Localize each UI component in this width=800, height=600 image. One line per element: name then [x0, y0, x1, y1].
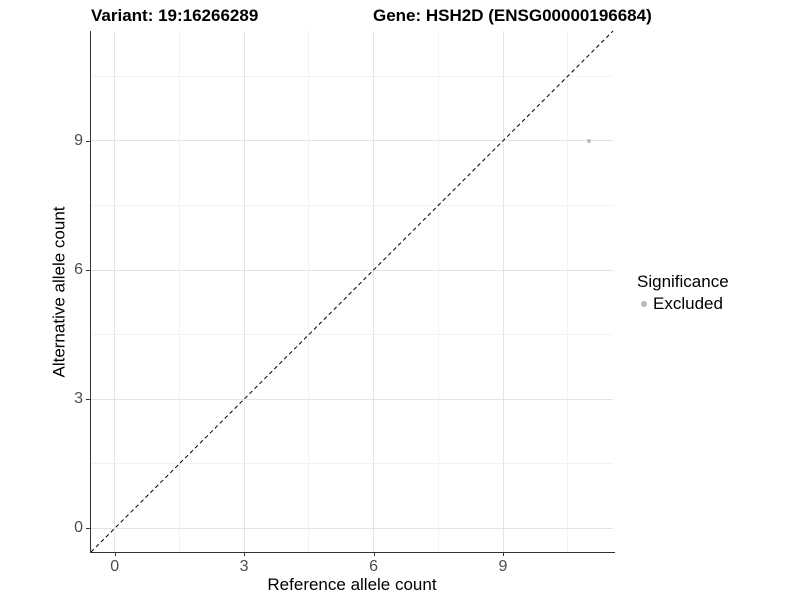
gridline-minor-horizontal [91, 334, 613, 336]
gridline-minor-vertical [437, 31, 439, 552]
x-axis-title: Reference allele count [267, 575, 437, 594]
gene-title: Gene: HSH2D (ENSG00000196684) [373, 6, 652, 25]
gridline-major-vertical [114, 31, 116, 552]
x-tick-label: 3 [239, 558, 249, 575]
variant-title: Variant: 19:16266289 [91, 6, 259, 25]
gridline-major-horizontal [91, 140, 613, 142]
x-tick-mark [244, 552, 245, 556]
identity-dashed-line [90, 30, 614, 553]
legend-point-icon [640, 300, 647, 307]
y-tick-label: 9 [74, 131, 83, 149]
y-tick-mark [86, 528, 90, 529]
gridline-major-vertical [373, 31, 375, 552]
legend: Significance Excluded [637, 272, 729, 313]
gridline-major-vertical [502, 31, 504, 552]
y-axis-title: Alternative allele count [50, 205, 70, 378]
legend-title: Significance [637, 272, 729, 291]
gridline-major-horizontal [91, 269, 613, 271]
legend-entry-label: Excluded [653, 293, 723, 313]
gridline-minor-horizontal [91, 204, 613, 206]
x-tick-label: 0 [110, 558, 120, 575]
y-tick-label: 6 [74, 261, 83, 278]
plot-panel: 0 3 6 9 0 3 6 9 [74, 30, 614, 575]
legend-key-point-icon [637, 297, 650, 310]
x-tick-label: 6 [369, 558, 379, 575]
gridline-minor-vertical [567, 31, 569, 552]
x-tick-mark [503, 552, 504, 556]
gridline-minor-vertical [178, 31, 180, 552]
gridline-minor-horizontal [91, 463, 613, 465]
y-tick-mark [86, 399, 90, 400]
x-tick-mark [374, 552, 375, 556]
y-tick-label: 3 [74, 390, 83, 408]
x-axis-line [90, 552, 615, 553]
gridline-minor-horizontal [91, 75, 613, 77]
gridline-major-vertical [243, 31, 245, 552]
gridline-major-horizontal [91, 527, 613, 529]
x-tick-mark [115, 552, 116, 556]
x-tick-label: 9 [498, 558, 508, 575]
y-tick-label: 0 [74, 519, 83, 537]
y-tick-mark [86, 141, 90, 142]
data-point [587, 138, 592, 143]
y-tick-mark [86, 270, 90, 271]
gridline-minor-vertical [308, 31, 310, 552]
legend-entry: Excluded [637, 294, 729, 313]
legend-entries: Excluded [637, 294, 729, 313]
y-axis-line [90, 31, 91, 553]
gridline-major-horizontal [91, 398, 613, 400]
